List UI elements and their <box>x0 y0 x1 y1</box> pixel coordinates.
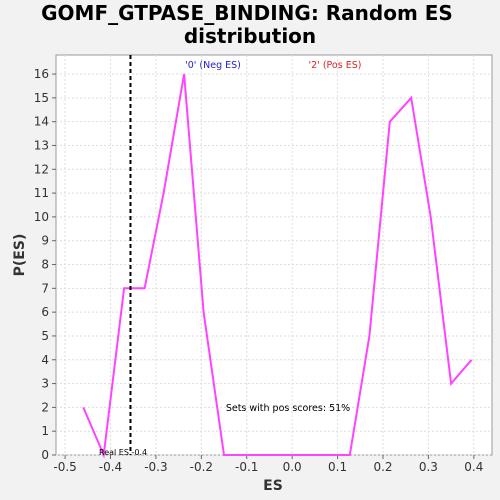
chart-title-line1: GOMF_GTPASE_BINDING: Random ES <box>41 1 453 25</box>
y-tick-label: 8 <box>41 258 49 272</box>
x-tick-label: -0.2 <box>190 460 213 474</box>
y-tick-label: 12 <box>34 162 49 176</box>
legend-neg-es: '0' (Neg ES) <box>185 60 241 71</box>
x-tick-label: -0.4 <box>99 460 122 474</box>
y-tick-label: 14 <box>34 115 49 129</box>
x-tick-label: 0.0 <box>283 460 302 474</box>
y-tick-label: 2 <box>41 400 49 414</box>
y-tick-label: 10 <box>34 210 49 224</box>
x-tick-label: 0.4 <box>464 460 483 474</box>
y-tick-label: 16 <box>34 67 49 81</box>
y-tick-label: 5 <box>41 329 49 343</box>
grid-layer <box>56 55 492 456</box>
x-axis: -0.5 -0.4 -0.3 -0.2 -0.1 0.0 0.1 0.2 0.3 0.4 <box>53 455 483 474</box>
y-tick-label: 13 <box>34 138 49 152</box>
pos-scores-annotation: Sets with pos scores: 51% <box>226 403 350 414</box>
x-tick-label: -0.3 <box>144 460 167 474</box>
x-tick-label: -0.1 <box>235 460 258 474</box>
x-tick-label: -0.5 <box>53 460 76 474</box>
x-tick-label: 0.2 <box>373 460 392 474</box>
y-tick-label: 4 <box>41 353 49 367</box>
x-tick-label: 0.1 <box>328 460 347 474</box>
x-tick-label: 0.3 <box>419 460 438 474</box>
y-tick-label: 11 <box>34 186 49 200</box>
y-tick-label: 0 <box>41 448 49 462</box>
y-tick-label: 9 <box>41 234 49 248</box>
real-es-label: Real ES -0.4 <box>99 448 147 457</box>
x-axis-label: ES <box>263 478 283 494</box>
y-tick-label: 15 <box>34 91 49 105</box>
y-tick-label: 7 <box>41 281 49 295</box>
y-tick-label: 1 <box>41 424 49 438</box>
y-tick-label: 3 <box>41 377 49 391</box>
legend-pos-es: '2' (Pos ES) <box>309 60 362 71</box>
y-axis-label: P(ES) <box>12 234 28 277</box>
chart-title-line2: distribution <box>184 24 316 48</box>
y-tick-label: 6 <box>41 305 49 319</box>
plot-area <box>55 54 493 456</box>
real-es-marker: Real ES -0.4 <box>99 55 147 457</box>
